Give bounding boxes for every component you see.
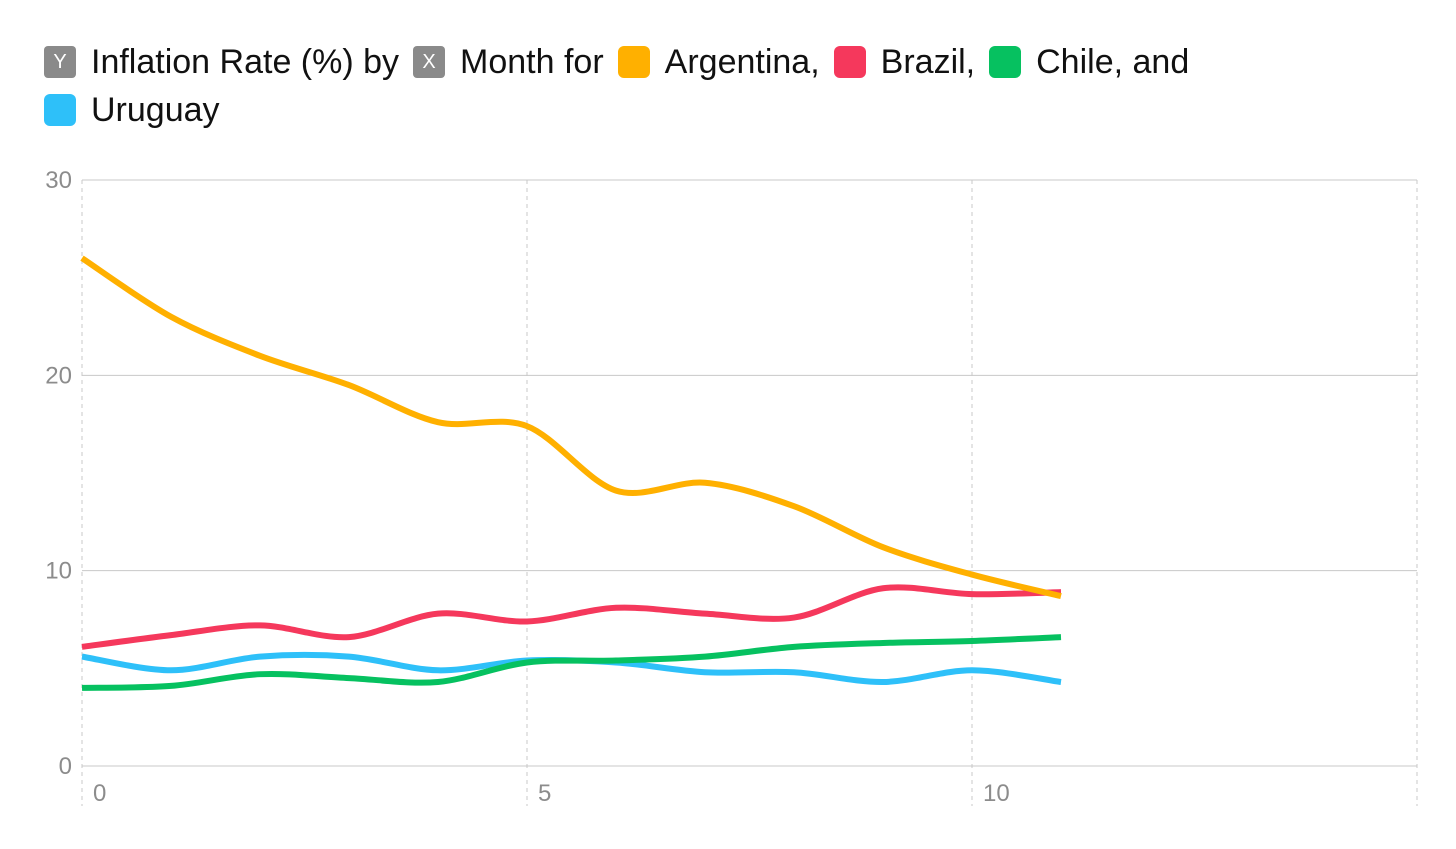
legend-swatch-brazil <box>833 46 866 78</box>
legend-swatch-uruguay <box>44 94 76 126</box>
y-tick-label-30: 30 <box>45 167 72 194</box>
y-tick-label-10: 10 <box>45 558 72 585</box>
legend-swatch-chile <box>989 46 1022 78</box>
legend-label-argentina: Argentina, <box>664 43 820 81</box>
y-tick-label-0: 0 <box>59 753 72 780</box>
legend-label-uruguay: Uruguay <box>91 91 220 129</box>
legend-item-brazil[interactable]: Brazil, <box>833 38 976 86</box>
legend-item-chile[interactable]: Chile, and <box>989 38 1189 86</box>
series-line-brazil <box>81 584 1062 650</box>
series-layer <box>80 255 1062 691</box>
chart-legend: Y Inflation Rate (%) by X Month for Arge… <box>44 38 1374 134</box>
y-axis-badge: Y <box>44 46 76 78</box>
legend-item-uruguay[interactable]: Uruguay <box>44 86 220 134</box>
legend-x-text: Month for <box>460 43 604 81</box>
x-tick-label-0: 0 <box>93 780 106 807</box>
series-line-argentina <box>80 255 1062 599</box>
axis-labels-layer: 0 10 20 30 0 5 10 <box>45 167 1009 807</box>
legend-swatch-argentina <box>617 46 650 78</box>
legend-label-brazil: Brazil, <box>880 43 976 81</box>
x-axis-badge: X <box>413 46 446 78</box>
legend-row-1: Y Inflation Rate (%) by X Month for Arge… <box>44 38 1374 86</box>
legend-y-text: Inflation Rate (%) by <box>91 43 400 81</box>
x-tick-label-10: 10 <box>983 780 1010 807</box>
legend-row-2: Uruguay <box>44 86 1374 134</box>
y-tick-label-20: 20 <box>45 362 72 389</box>
grid-layer <box>81 179 1418 806</box>
x-tick-label-5: 5 <box>538 780 551 807</box>
series-line-chile <box>81 634 1062 691</box>
legend-item-argentina[interactable]: Argentina, <box>617 38 820 86</box>
legend-label-chile: Chile, and <box>1036 43 1190 81</box>
